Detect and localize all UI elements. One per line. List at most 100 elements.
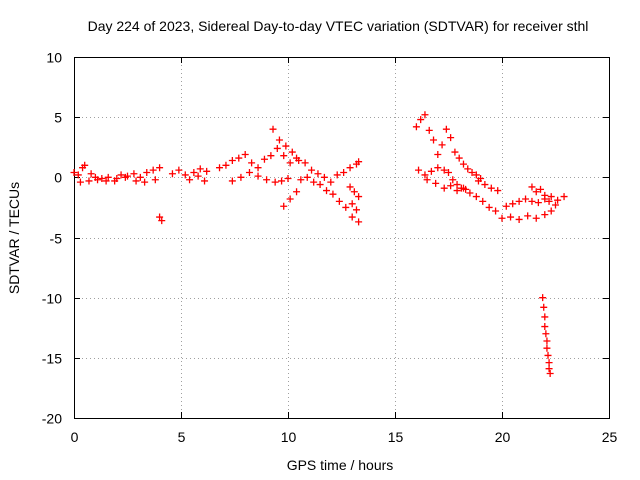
data-point [98, 175, 106, 183]
data-point [350, 188, 358, 196]
data-point [474, 177, 482, 185]
data-point [415, 166, 423, 174]
data-point [74, 171, 82, 179]
data-point [301, 159, 309, 167]
data-point [552, 201, 559, 209]
data-point [271, 178, 279, 186]
data-point [168, 170, 176, 178]
data-point [280, 152, 288, 160]
y-axis-label: SDTVAR / TECUs [6, 182, 22, 294]
data-point [541, 191, 549, 199]
data-point [509, 200, 517, 208]
data-point [427, 167, 435, 175]
data-point [447, 134, 455, 142]
data-point [421, 111, 429, 119]
data-point [286, 159, 294, 167]
y-tick-label: 10 [46, 50, 62, 66]
data-point [267, 152, 275, 160]
data-point [203, 167, 211, 175]
data-point [423, 176, 431, 184]
data-point [260, 155, 268, 163]
data-point [104, 173, 112, 181]
data-point [282, 142, 290, 150]
data-points [70, 111, 568, 377]
data-point [492, 207, 500, 215]
data-point [466, 189, 474, 197]
y-tick-label: -10 [42, 291, 62, 307]
y-tick-label: 5 [54, 110, 62, 126]
data-point [543, 337, 551, 345]
data-point [151, 176, 159, 184]
data-point [297, 176, 305, 184]
data-point [254, 172, 262, 180]
data-point [278, 177, 286, 185]
x-tick-label: 0 [71, 429, 79, 445]
data-point [507, 213, 515, 221]
data-point [348, 200, 356, 208]
data-point [417, 116, 425, 124]
data-point [453, 187, 461, 195]
grid [74, 57, 609, 418]
data-point [295, 156, 303, 164]
data-point [288, 148, 296, 156]
data-point [346, 183, 354, 191]
data-point [130, 170, 138, 178]
data-point [117, 171, 125, 179]
data-point [537, 185, 545, 193]
data-point [494, 187, 502, 195]
x-axis-label: GPS time / hours [287, 457, 394, 473]
data-point [502, 202, 510, 210]
data-point [286, 195, 294, 203]
data-point [201, 177, 209, 185]
data-point [532, 188, 540, 196]
y-tick-label: -5 [50, 231, 63, 247]
data-point [254, 164, 262, 172]
data-point [87, 170, 95, 178]
data-point [241, 150, 249, 158]
data-point [320, 173, 328, 181]
data-point [545, 359, 553, 367]
data-point [440, 166, 448, 174]
y-tick-label: -20 [42, 411, 62, 427]
data-point [102, 177, 110, 185]
data-point [455, 154, 463, 162]
data-point [459, 184, 467, 192]
data-point [547, 207, 555, 215]
data-point [539, 294, 547, 302]
data-point [293, 188, 301, 196]
data-point [269, 125, 277, 133]
data-point [248, 159, 256, 167]
data-point [228, 177, 236, 185]
data-point [532, 214, 540, 222]
data-point [136, 173, 144, 181]
data-point [425, 126, 433, 134]
data-point [143, 169, 151, 177]
data-point [355, 218, 363, 226]
data-point [346, 164, 354, 172]
data-point [190, 169, 198, 177]
data-point [524, 212, 532, 220]
data-point [542, 330, 550, 338]
data-point [434, 164, 442, 172]
x-tick-label: 5 [178, 429, 186, 445]
data-point [481, 181, 489, 189]
data-point [228, 156, 236, 164]
data-point [487, 184, 495, 192]
data-point [94, 176, 102, 184]
y-tick-label: -15 [42, 351, 62, 367]
data-point [237, 173, 245, 181]
data-point [434, 150, 442, 158]
data-point [303, 173, 311, 181]
data-point [76, 178, 84, 186]
data-point [323, 187, 331, 195]
data-point [284, 175, 292, 183]
data-point [329, 190, 337, 198]
x-tick-label: 20 [495, 429, 511, 445]
data-point [442, 125, 450, 133]
data-point [310, 178, 318, 186]
data-point [468, 169, 476, 177]
data-point [479, 197, 487, 205]
x-tick-label: 15 [388, 429, 404, 445]
data-point [545, 365, 553, 373]
data-point [421, 171, 429, 179]
